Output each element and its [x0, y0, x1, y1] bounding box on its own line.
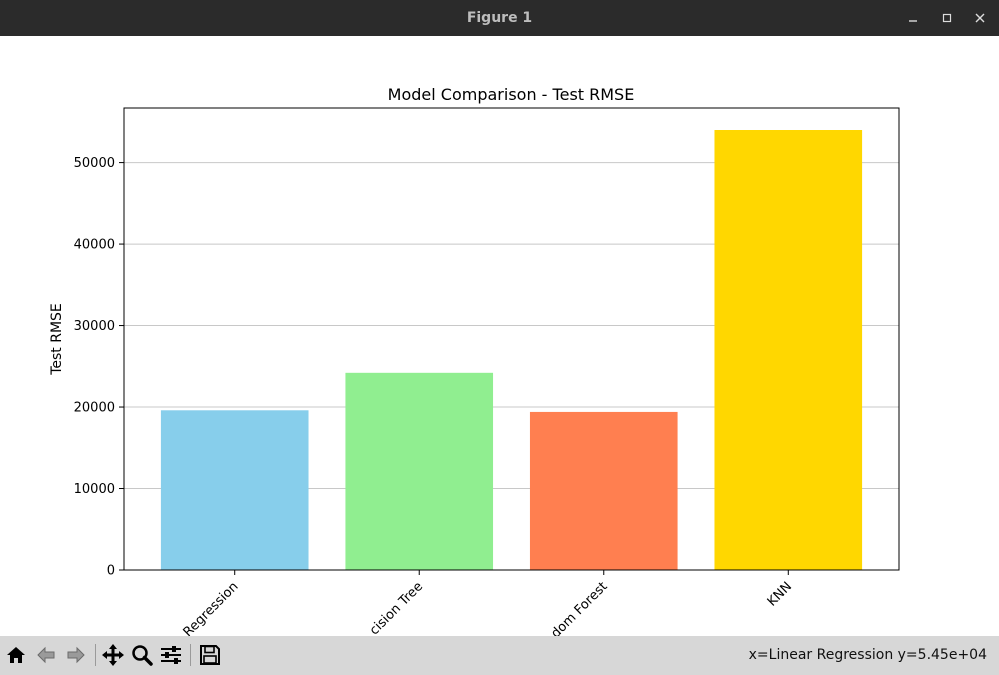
zoom-icon: [132, 645, 153, 666]
minimize-icon: [909, 20, 917, 22]
forward-arrow-icon: [67, 646, 85, 664]
cursor-coordinates: x=Linear Regression y=5.45e+04: [748, 647, 987, 663]
maximize-button[interactable]: [937, 8, 957, 28]
forward-button[interactable]: [63, 642, 89, 668]
home-button[interactable]: [3, 642, 29, 668]
pan-button[interactable]: [100, 642, 126, 668]
configure-subplots-button[interactable]: [158, 642, 184, 668]
pan-icon: [102, 644, 124, 666]
y-tick-label: 30000: [74, 319, 115, 334]
x-axis-ticks: Regression cision Tree dom Forest KNN: [181, 570, 795, 636]
y-tick-label: 50000: [74, 156, 115, 171]
close-button[interactable]: [970, 8, 990, 28]
save-button[interactable]: [197, 642, 223, 668]
window-titlebar: Figure 1: [0, 0, 999, 36]
x-tick-label: Regression: [181, 579, 242, 636]
x-tick-label: cision Tree: [367, 579, 426, 636]
home-icon: [7, 647, 25, 663]
maximize-icon: [942, 13, 952, 23]
bar-decision-tree: [345, 372, 494, 570]
bars: [160, 130, 863, 570]
chart-title: Model Comparison - Test RMSE: [388, 85, 635, 104]
navigation-toolbar: x=Linear Regression y=5.45e+04: [0, 636, 999, 675]
bar-knn: [714, 130, 863, 570]
toolbar-separator: [190, 644, 191, 666]
y-tick-label: 0: [107, 564, 115, 579]
x-tick-label: KNN: [765, 579, 795, 609]
x-tick-label: dom Forest: [548, 579, 610, 636]
bar-chart: Model Comparison - Test RMSE Test RMSE 0…: [49, 85, 900, 636]
y-tick-label: 20000: [74, 401, 115, 416]
back-arrow-icon: [37, 646, 55, 664]
figure-canvas[interactable]: Model Comparison - Test RMSE Test RMSE 0…: [0, 36, 999, 636]
back-button[interactable]: [33, 642, 59, 668]
close-icon: [975, 13, 985, 23]
axes-frame: [123, 107, 900, 571]
y-tick-label: 10000: [74, 482, 115, 497]
minimize-button[interactable]: [903, 8, 923, 28]
y-axis-label: Test RMSE: [49, 303, 65, 376]
toolbar-separator: [95, 644, 96, 666]
bar-random-forest: [529, 411, 678, 570]
configure-subplots-icon: [161, 646, 181, 664]
y-tick-label: 40000: [74, 238, 115, 253]
save-icon: [200, 645, 220, 665]
zoom-button[interactable]: [129, 642, 155, 668]
window-title: Figure 1: [466, 10, 533, 26]
bar-linear-regression: [160, 410, 309, 570]
y-axis-ticks: 0 10000 20000 30000 40000 50000: [74, 156, 124, 579]
